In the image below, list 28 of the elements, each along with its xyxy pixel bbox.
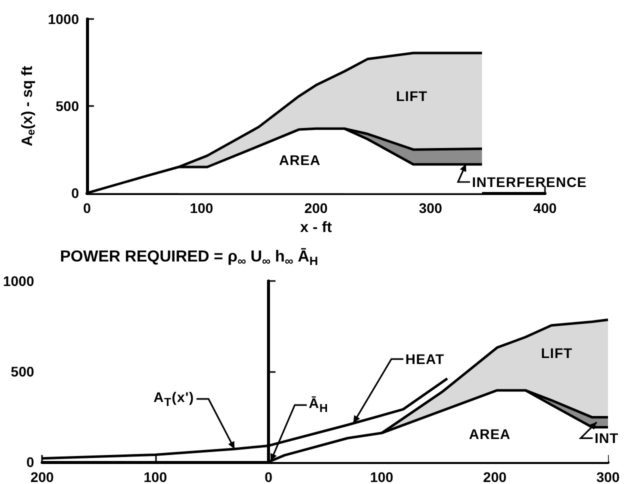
x-tick-label: 100 bbox=[190, 200, 214, 216]
annotation: INTERFERENCE bbox=[472, 174, 587, 190]
y-tick-label: 1000 bbox=[48, 11, 80, 27]
x-tick-label: 400 bbox=[533, 200, 557, 216]
annotation: INT bbox=[594, 430, 619, 446]
x-tick-label: 300 bbox=[596, 469, 620, 484]
x-tick-label: 0 bbox=[264, 469, 273, 484]
x-tick-label: 300 bbox=[418, 200, 442, 216]
annotation: LIFT bbox=[396, 88, 428, 104]
x-tick-label: 200 bbox=[483, 469, 507, 484]
y-tick-label: 0 bbox=[71, 185, 80, 202]
y-tick-label: 0 bbox=[26, 454, 34, 470]
annotation: AREA bbox=[279, 152, 321, 168]
x-axis-title: x - ft bbox=[300, 219, 332, 236]
annotation: LIFT bbox=[541, 345, 573, 361]
annotation: Ā$_{H}$ bbox=[308, 395, 328, 415]
annotation: AREA bbox=[469, 426, 511, 442]
x-tick-label: 100 bbox=[144, 469, 168, 484]
x-tick-label: 100 bbox=[370, 469, 394, 484]
y-axis-title: Ae(x) - sq ft bbox=[18, 66, 38, 146]
annotation: A$_{T}$(x') bbox=[154, 388, 194, 409]
x-tick-label: 200 bbox=[30, 469, 54, 484]
annotation: HEAT bbox=[405, 351, 444, 368]
y-tick-label: 500 bbox=[56, 98, 80, 114]
y-tick-label: 500 bbox=[10, 364, 34, 380]
y-tick-label: 1000 bbox=[2, 273, 34, 289]
x-tick-label: 0 bbox=[83, 200, 92, 216]
x-tick-label: 200 bbox=[304, 200, 328, 216]
